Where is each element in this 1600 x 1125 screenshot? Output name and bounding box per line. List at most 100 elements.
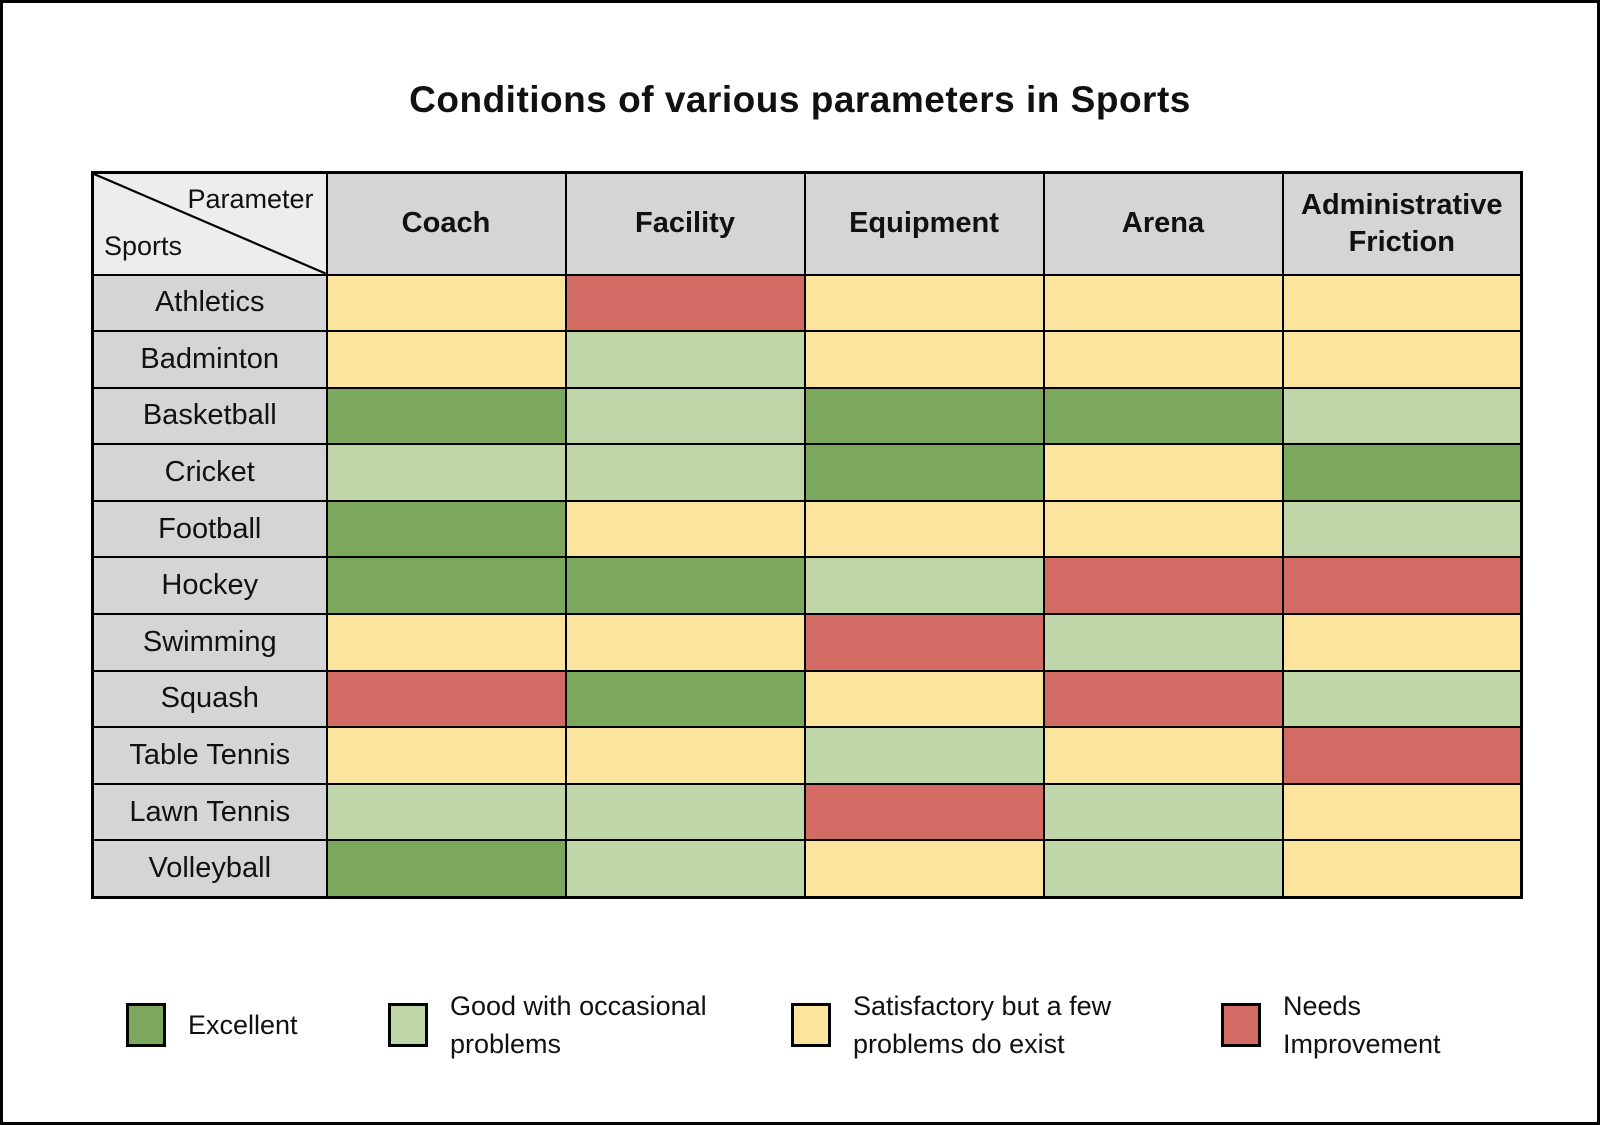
cell-squash-facility (564, 669, 806, 729)
row-header-swimming: Swimming (91, 613, 328, 672)
cell-swimming-arena (1042, 613, 1284, 672)
column-header-arena: Arena (1042, 171, 1284, 276)
cell-cricket-coach (325, 443, 567, 502)
sport-row-swimming: Swimming (91, 613, 1523, 672)
column-header-coach: Coach (325, 171, 567, 276)
legend-item-good: Good with occasional problems (388, 975, 735, 1075)
row-header-hockey: Hockey (91, 556, 328, 616)
cell-table-tennis-coach (325, 726, 567, 785)
legend-item-needs-improvement: Needs Improvement (1221, 975, 1478, 1075)
cell-squash-arena (1042, 669, 1284, 729)
chart-title: Conditions of various parameters in Spor… (409, 79, 1191, 120)
legend-label-needs-improvement: Needs Improvement (1283, 991, 1441, 1059)
cell-football-coach (325, 499, 567, 559)
cell-table-tennis-facility (564, 726, 806, 785)
sport-row-badminton: Badminton (91, 330, 1523, 389)
legend-item-satisfactory: Satisfactory but a few problems do exist (791, 975, 1158, 1075)
cell-volleyball-arena (1042, 839, 1284, 899)
cell-badminton-arena (1042, 330, 1284, 389)
cell-hockey-administrative-friction (1281, 556, 1523, 616)
cell-football-facility (564, 499, 806, 559)
legend-label-excellent: Excellent (188, 1010, 298, 1040)
cell-table-tennis-administrative-friction (1281, 726, 1523, 785)
cell-lawn-tennis-equipment (803, 782, 1045, 842)
sport-row-athletics: Athletics (91, 273, 1523, 333)
header-row: Parameter Sports Coach Facility Equipment A… (91, 171, 1523, 276)
row-header-lawn-tennis: Lawn Tennis (91, 782, 328, 842)
sport-row-lawn-tennis: Lawn Tennis (91, 782, 1523, 842)
cell-basketball-coach (325, 386, 567, 446)
cell-lawn-tennis-facility (564, 782, 806, 842)
legend-item-excellent: Excellent (126, 975, 298, 1075)
cell-volleyball-administrative-friction (1281, 839, 1523, 899)
row-header-table-tennis: Table Tennis (91, 726, 328, 785)
cell-athletics-coach (325, 273, 567, 333)
cell-athletics-equipment (803, 273, 1045, 333)
corner-parameter-label: Parameter (187, 184, 314, 214)
cell-squash-equipment (803, 669, 1045, 729)
cell-athletics-administrative-friction (1281, 273, 1523, 333)
conditions-table: Parameter Sports Coach Facility Equipment A… (91, 171, 1523, 899)
cell-cricket-arena (1042, 443, 1284, 502)
sport-row-hockey: Hockey (91, 556, 1523, 616)
row-header-badminton: Badminton (91, 330, 328, 389)
cell-cricket-equipment (803, 443, 1045, 502)
sport-row-squash: Squash (91, 669, 1523, 729)
cell-football-equipment (803, 499, 1045, 559)
cell-volleyball-equipment (803, 839, 1045, 899)
cell-table-tennis-arena (1042, 726, 1284, 785)
cell-athletics-arena (1042, 273, 1284, 333)
legend-label-good: Good with occasional problems (450, 991, 707, 1059)
cell-volleyball-coach (325, 839, 567, 899)
cell-lawn-tennis-arena (1042, 782, 1284, 842)
legend-swatch-good (388, 1003, 428, 1047)
cell-badminton-administrative-friction (1281, 330, 1523, 389)
sport-row-football: Football (91, 499, 1523, 559)
legend-swatch-satisfactory (791, 1003, 831, 1047)
cell-football-arena (1042, 499, 1284, 559)
corner-sports-label: Sports (104, 230, 183, 261)
cell-basketball-administrative-friction (1281, 386, 1523, 446)
legend: Excellent Good with occasional problems Sa… (3, 975, 1597, 1085)
row-header-basketball: Basketball (91, 386, 328, 446)
cell-volleyball-facility (564, 839, 806, 899)
column-header-equipment: Equipment (803, 171, 1045, 276)
row-header-cricket: Cricket (91, 443, 328, 502)
cell-badminton-facility (564, 330, 806, 389)
cell-cricket-administrative-friction (1281, 443, 1523, 502)
cell-squash-administrative-friction (1281, 669, 1523, 729)
legend-swatch-needs-improvement (1221, 1003, 1261, 1047)
cell-basketball-facility (564, 386, 806, 446)
cell-hockey-coach (325, 556, 567, 616)
cell-lawn-tennis-coach (325, 782, 567, 842)
cell-hockey-arena (1042, 556, 1284, 616)
cell-lawn-tennis-administrative-friction (1281, 782, 1523, 842)
corner-header-cell: Parameter Sports (91, 171, 328, 276)
cell-hockey-equipment (803, 556, 1045, 616)
column-header-administrative-friction: Administrative Friction (1281, 171, 1523, 276)
row-header-football: Football (91, 499, 328, 559)
cell-badminton-equipment (803, 330, 1045, 389)
cell-hockey-facility (564, 556, 806, 616)
column-header-facility: Facility (564, 171, 806, 276)
sport-row-cricket: Cricket (91, 443, 1523, 502)
cell-swimming-coach (325, 613, 567, 672)
sport-row-volleyball: Volleyball (91, 839, 1523, 899)
sport-row-table-tennis: Table Tennis (91, 726, 1523, 785)
cell-football-administrative-friction (1281, 499, 1523, 559)
row-header-athletics: Athletics (91, 273, 328, 333)
diagonal-divider-line (94, 174, 326, 274)
cell-table-tennis-equipment (803, 726, 1045, 785)
cell-badminton-coach (325, 330, 567, 389)
cell-basketball-arena (1042, 386, 1284, 446)
legend-label-satisfactory: Satisfactory but a few problems do exist (853, 991, 1112, 1059)
cell-swimming-equipment (803, 613, 1045, 672)
cell-swimming-administrative-friction (1281, 613, 1523, 672)
sport-row-basketball: Basketball (91, 386, 1523, 446)
cell-squash-coach (325, 669, 567, 729)
legend-swatch-excellent (126, 1003, 166, 1047)
cell-cricket-facility (564, 443, 806, 502)
cell-basketball-equipment (803, 386, 1045, 446)
cell-athletics-facility (564, 273, 806, 333)
